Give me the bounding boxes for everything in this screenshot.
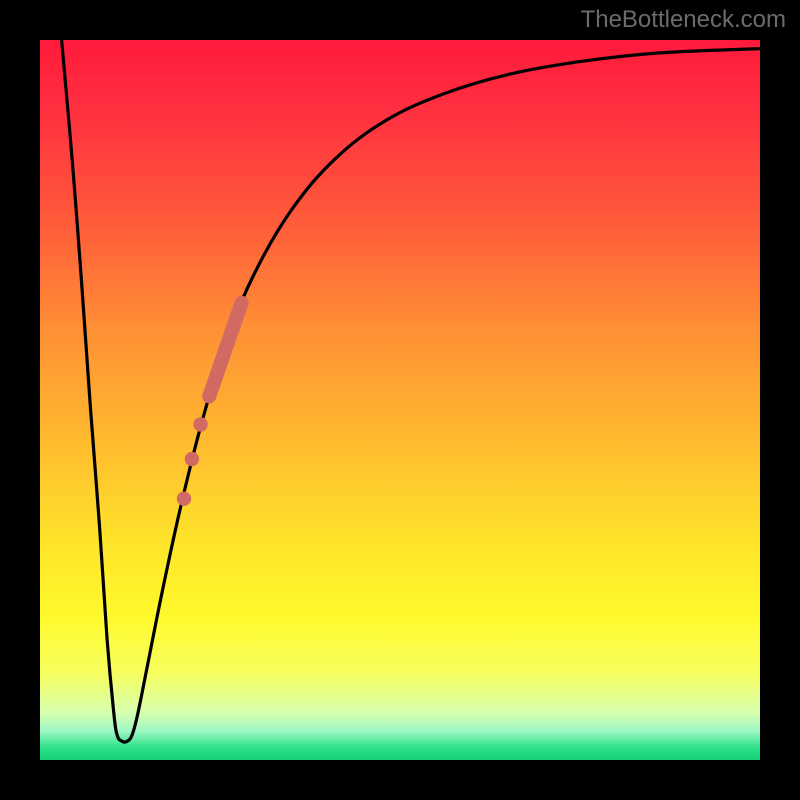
plot-svg <box>40 40 760 760</box>
highlight-dot-1 <box>185 452 199 466</box>
watermark-text: TheBottleneck.com <box>581 6 786 34</box>
highlight-dot-0 <box>193 417 207 431</box>
highlight-segment <box>209 303 241 397</box>
plot-area <box>40 40 760 760</box>
highlight-dot-2 <box>177 491 191 505</box>
bottleneck-chart: TheBottleneck.com <box>0 0 800 800</box>
bottleneck-curve <box>62 40 760 742</box>
